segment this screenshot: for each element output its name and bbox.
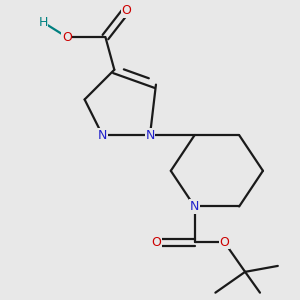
Text: N: N: [98, 129, 107, 142]
Text: O: O: [219, 236, 229, 249]
Text: N: N: [145, 129, 155, 142]
Text: H: H: [38, 16, 48, 29]
Text: O: O: [62, 31, 72, 44]
Text: O: O: [121, 4, 131, 17]
Text: O: O: [151, 236, 161, 249]
Text: N: N: [190, 200, 199, 213]
